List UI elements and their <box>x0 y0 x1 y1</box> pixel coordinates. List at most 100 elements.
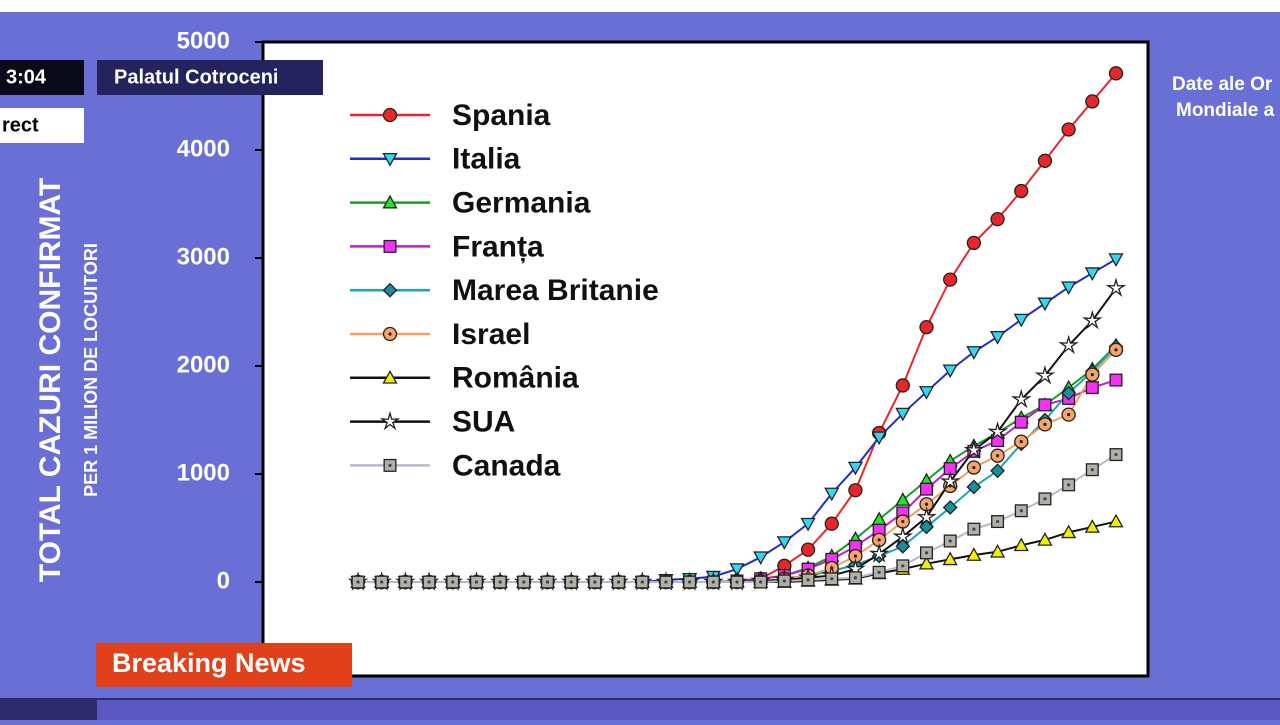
data-point <box>1108 66 1124 81</box>
data-point <box>1085 94 1100 109</box>
data-point <box>1108 253 1124 267</box>
marker-dot <box>877 570 881 574</box>
data-point <box>920 482 934 496</box>
marker-dot <box>498 580 502 584</box>
data-point <box>916 506 937 526</box>
data-point <box>753 551 769 566</box>
data-point <box>824 487 840 502</box>
marker-dot <box>972 527 976 531</box>
data-point <box>1105 277 1127 298</box>
data-point <box>990 211 1005 227</box>
legend-marker <box>382 369 398 384</box>
data-point <box>966 346 982 360</box>
marker-dot <box>806 578 810 582</box>
marker-dot <box>972 465 976 470</box>
legend-label: Israel <box>452 318 530 351</box>
data-point <box>1061 385 1077 401</box>
data-point <box>1061 281 1077 296</box>
data-point <box>1010 388 1032 409</box>
legend-marker <box>382 282 398 298</box>
top-strip <box>0 0 1280 12</box>
marker-dot <box>616 580 621 584</box>
data-point <box>1014 415 1028 429</box>
data-point <box>800 517 816 532</box>
marker-dot <box>1019 440 1023 444</box>
live-box <box>0 108 84 143</box>
data-point <box>966 235 982 251</box>
y-tick-label: 3000 <box>177 243 230 270</box>
data-point <box>848 483 863 498</box>
marker-dot <box>948 539 952 543</box>
legend-label: Canada <box>452 449 561 482</box>
marker-dot <box>1090 373 1094 377</box>
data-point <box>1084 519 1100 533</box>
y-subtitle: PER 1 MILION DE LOCUITORI <box>81 243 101 497</box>
marker-dot <box>1067 483 1071 487</box>
marker-dot <box>640 580 644 584</box>
marker-dot <box>1114 348 1118 352</box>
marker-dot <box>1067 413 1071 417</box>
data-point <box>918 555 935 570</box>
legend-marker <box>382 194 398 209</box>
marker-dot <box>877 538 881 542</box>
marker-dot <box>664 580 668 584</box>
data-point <box>729 563 745 577</box>
data-point <box>987 421 1008 441</box>
plot-area <box>261 40 1150 678</box>
marker-dot <box>1114 452 1118 457</box>
marker-dot <box>688 580 692 584</box>
data-point <box>1108 513 1124 528</box>
location-box <box>97 60 323 95</box>
ticker-bar <box>97 700 1280 720</box>
marker-dot <box>593 580 597 584</box>
marker-dot <box>1019 509 1023 513</box>
marker-dot <box>545 580 550 584</box>
legend-label: Italia <box>452 143 521 176</box>
location: Palatul Cotroceni <box>114 66 278 88</box>
legend-label: România <box>452 362 579 395</box>
breaking: Breaking News <box>112 648 306 678</box>
marker-dot <box>995 454 1000 458</box>
data-point <box>895 538 911 554</box>
data-point <box>1034 364 1056 385</box>
marker-dot <box>403 580 407 584</box>
legend-label: Marea Britanie <box>452 274 659 307</box>
marker-dot <box>569 580 573 584</box>
data-point <box>963 439 985 460</box>
y-tick-label: 5000 <box>177 27 230 54</box>
data-point <box>919 519 934 535</box>
marker-dot <box>1043 422 1047 426</box>
data-point <box>895 407 911 422</box>
marker-dot <box>901 519 905 524</box>
legend-marker <box>382 152 398 167</box>
data-point <box>1061 524 1077 539</box>
data-point <box>1037 532 1053 546</box>
data-point <box>1085 381 1099 395</box>
marker-dot <box>759 580 763 584</box>
data-point <box>1037 297 1053 312</box>
data-point <box>824 516 839 531</box>
marker-dot <box>735 580 739 584</box>
legend-label: Germania <box>452 187 591 220</box>
data-point <box>939 470 961 491</box>
data-point <box>989 543 1006 558</box>
data-point <box>868 543 890 563</box>
data-point <box>1109 373 1123 387</box>
data-point <box>990 463 1005 479</box>
marker-dot <box>901 564 905 568</box>
source: Mondiale a <box>1176 100 1275 121</box>
breaking-box <box>96 643 352 687</box>
marker-dot <box>853 576 858 580</box>
marker-dot <box>853 554 858 558</box>
data-point <box>1038 398 1052 412</box>
marker-dot <box>711 580 715 584</box>
data-point <box>989 331 1006 345</box>
data-point <box>942 551 958 566</box>
data-point <box>1013 313 1029 328</box>
data-point <box>1037 153 1053 168</box>
live: rect <box>2 114 39 136</box>
marker-dot <box>356 580 360 584</box>
legend-marker <box>379 410 401 431</box>
y-tick-label: 0 <box>217 567 230 594</box>
